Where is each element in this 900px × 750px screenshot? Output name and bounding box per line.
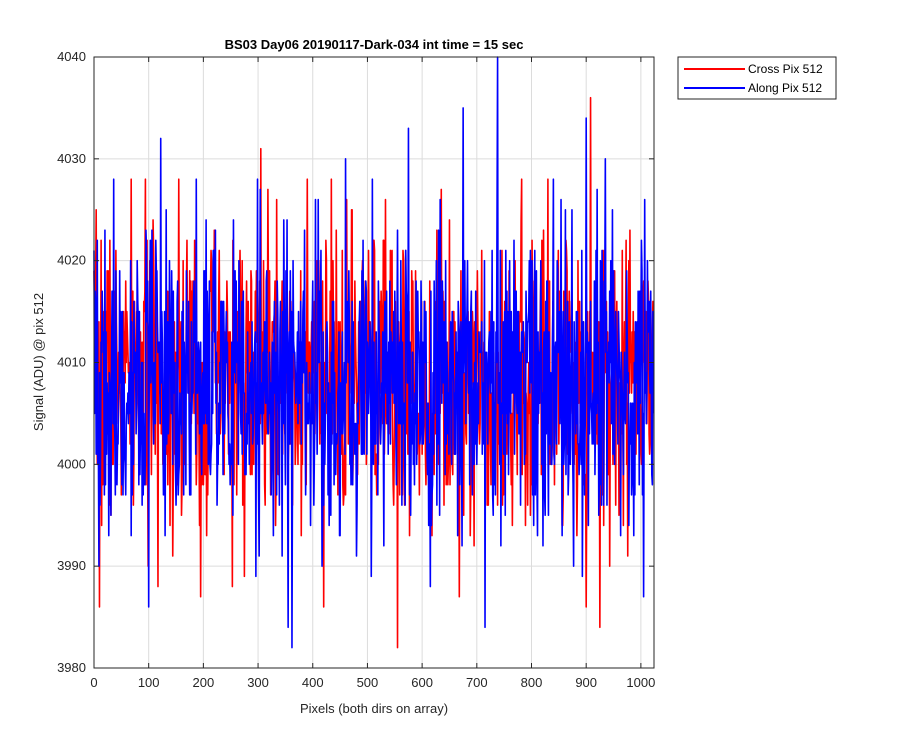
chart-title: BS03 Day06 20190117-Dark-034 int time = … [225,37,524,52]
y-tick-label: 4000 [57,456,86,471]
y-axis-label: Signal (ADU) @ pix 512 [31,293,46,431]
legend: Cross Pix 512 Along Pix 512 [677,56,837,100]
x-tick-label: 900 [575,675,597,690]
axis-ticks: 0 100 200 300 400 500 600 700 800 900 1000 3980 3990… [57,49,655,690]
legend-box [677,56,837,100]
legend-label-cross: Cross Pix 512 [748,62,823,76]
y-tick-label: 4030 [57,151,86,166]
y-tick-label: 4040 [57,49,86,64]
x-tick-label: 1000 [626,675,655,690]
x-tick-label: 800 [521,675,543,690]
x-tick-label: 300 [247,675,269,690]
x-tick-label: 0 [90,675,97,690]
x-tick-label: 400 [302,675,324,690]
series-line-along-pix-512 [93,56,655,649]
x-axis-label: Pixels (both dirs on array) [300,701,448,716]
legend-label-along: Along Pix 512 [748,81,822,95]
y-tick-label: 4020 [57,253,86,268]
y-tick-label: 3990 [57,558,86,573]
series-layer [93,56,655,649]
x-tick-label: 200 [193,675,215,690]
y-tick-label: 4010 [57,355,86,370]
x-tick-label: 700 [466,675,488,690]
x-tick-label: 600 [411,675,433,690]
x-tick-label: 100 [138,675,160,690]
y-tick-label: 3980 [57,660,86,675]
x-tick-label: 500 [357,675,379,690]
